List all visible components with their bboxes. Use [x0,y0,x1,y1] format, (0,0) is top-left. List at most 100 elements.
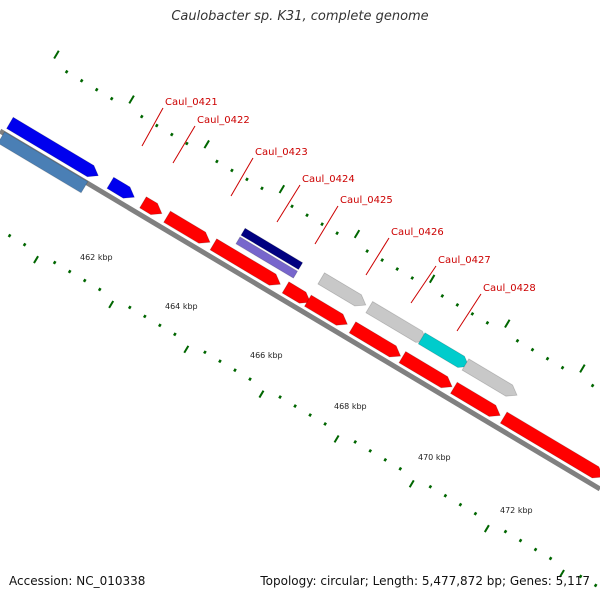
scale-tick [483,524,490,533]
gene-label-caul-0428: Caul_0428 [483,283,536,294]
scale-tick [245,177,249,182]
gene-feature-8 [281,281,311,304]
gene-feature-1 [106,176,135,199]
gene-feature-10 [317,272,367,307]
scale-tick [335,231,339,236]
scale-tick [455,302,460,307]
scale-tick [258,390,265,399]
scale-tick [368,448,373,453]
scale-tick [52,260,57,265]
gene-feature-7 [235,236,299,279]
scale-tick [278,184,286,194]
scale-tick [233,368,237,373]
scale-tick [545,356,550,361]
scale-label-462: 462 kbp [80,253,113,262]
scale-label-466: 466 kbp [250,351,283,360]
scale-tick [183,345,190,354]
gene-feature-16 [461,358,518,397]
scale-label-472: 472 kbp [500,506,533,515]
scale-tick [473,511,478,516]
gene-feature-15 [449,381,501,417]
scale-tick [109,96,114,101]
scale-tick [395,267,400,271]
scale-tick [305,213,309,218]
label-leader-line [456,293,482,332]
scale-tick [97,287,102,292]
scale-tick [290,204,294,209]
scale-tick [215,159,219,164]
scale-label-470: 470 kbp [418,453,451,462]
page-title: Caulobacter sp. K31, complete genome [171,9,429,24]
scale-tick [503,529,508,534]
gene-label-caul-0427: Caul_0427 [438,255,491,266]
topology-text: Topology: circular; Length: 5,477,872 bp… [260,574,590,588]
scale-tick [353,229,361,239]
scale-tick [64,69,69,74]
scale-tick [67,269,72,274]
scale-tick [559,569,565,578]
scale-tick [22,242,27,247]
scale-tick [230,168,234,173]
label-leader-line [276,184,301,223]
scale-tick [169,132,174,137]
scale-tick [408,479,415,488]
gene-label-caul-0421: Caul_0421 [165,97,218,108]
scale-tick [158,323,162,328]
gene-feature-0 [6,116,99,178]
scale-tick [353,439,358,444]
gene-feature-9 [303,294,348,326]
label-leaders [141,107,482,332]
scale-tick [530,347,535,352]
scale-tick [578,574,583,579]
scale-tick [53,50,60,60]
label-leader-line [172,125,196,164]
scale-tick [590,383,595,388]
scale-tick [365,249,370,254]
scale-tick [108,300,115,309]
scale-tick [154,123,159,128]
scale-tick [333,435,340,443]
scale-tick [142,314,147,319]
gene-label-caul-0425: Caul_0425 [340,195,393,206]
scale-tick [560,365,565,370]
label-leader-line [365,237,390,276]
scale-tick [320,222,324,227]
scale-tick [7,233,12,238]
scale-tick [278,395,282,400]
gene-feature-2 [0,131,89,194]
scale-label-468: 468 kbp [334,402,367,411]
accession-text: Accession: NC_010338 [9,574,146,588]
scale-tick [82,278,87,283]
scale-ticks [7,50,598,588]
gene-feature-6 [240,227,304,271]
gene-label-caul-0426: Caul_0426 [391,227,444,238]
label-leader-line [141,107,164,147]
gene-labels: Caul_0421 Caul_0422 Caul_0423 Caul_0424 … [165,97,536,294]
scale-tick [203,350,207,355]
gene-feature-17 [499,411,600,479]
gene-label-caul-0422: Caul_0422 [197,115,250,126]
label-leader-line [230,157,254,197]
scale-tick [485,320,490,325]
scale-tick [470,311,475,316]
scale-tick [127,305,132,310]
gene-feature-4 [163,210,211,244]
scale-tick [79,78,84,83]
scale-tick [323,422,327,426]
scale-tick [458,502,463,507]
scale-tick [383,457,388,462]
scale-tick [94,87,99,92]
scale-tick [428,274,436,284]
scale-tick [548,556,553,561]
scale-tick [440,294,445,298]
scale-tick [579,364,586,373]
scale-tick [504,319,511,329]
gene-features [0,116,600,479]
scale-tick [139,114,144,119]
scale-tick [203,139,210,149]
scale-tick [515,338,520,343]
gene-label-caul-0423: Caul_0423 [255,147,308,158]
gene-feature-5 [209,238,281,286]
gene-feature-3 [139,196,163,216]
gene-feature-11 [348,321,402,358]
